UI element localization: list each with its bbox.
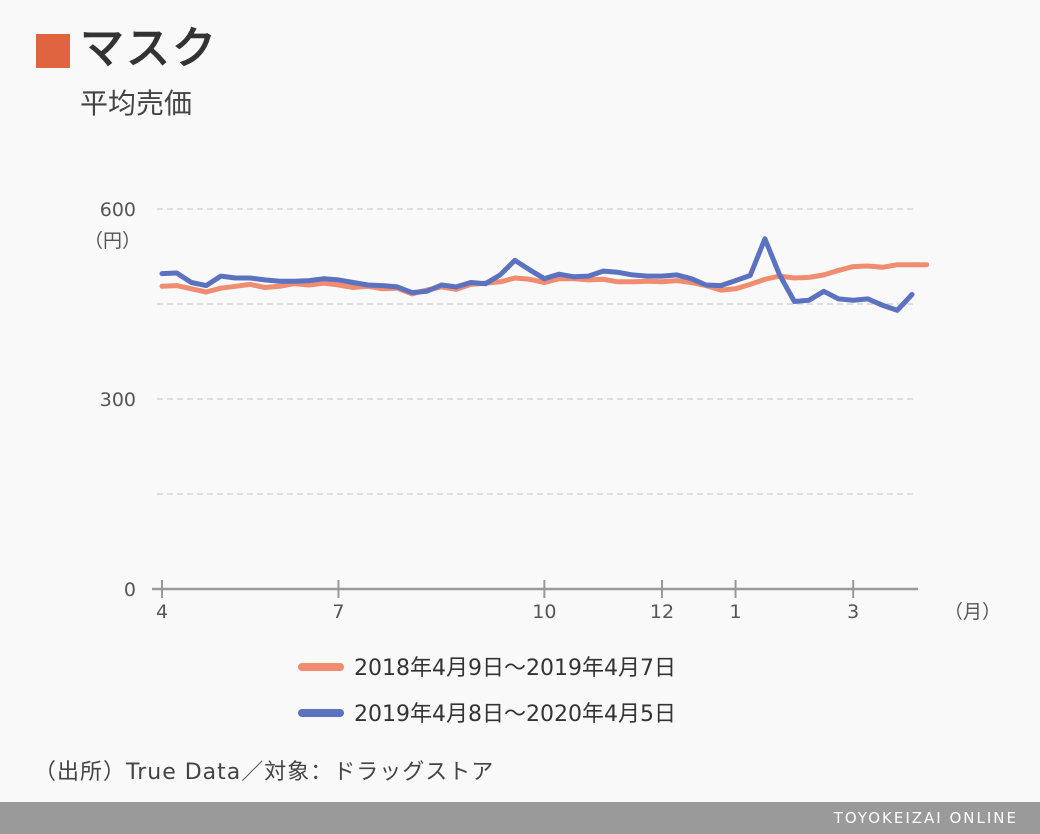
footer-brand: TOYOKEIZAI ONLINE bbox=[833, 809, 1018, 827]
x-axis-unit: （月） bbox=[944, 601, 1001, 623]
y-tick-label: 0 bbox=[124, 579, 136, 601]
footer-bar: TOYOKEIZAI ONLINE bbox=[0, 802, 1040, 834]
x-tick-label: 10 bbox=[532, 601, 556, 623]
chart-title: マスク bbox=[80, 23, 218, 74]
series-line-2 bbox=[159, 236, 915, 313]
x-tick-label: 3 bbox=[847, 601, 859, 623]
y-tick-label: 600 bbox=[100, 199, 136, 221]
y-tick-label: 300 bbox=[100, 389, 136, 411]
x-tick-label: 12 bbox=[650, 601, 674, 623]
source-note: （出所）True Data／対象：ドラッグストア bbox=[34, 760, 495, 785]
y-axis-unit: （円） bbox=[84, 230, 141, 252]
title-color-swatch bbox=[36, 34, 70, 68]
x-tick-label: 7 bbox=[332, 601, 344, 623]
x-tick-label: 4 bbox=[156, 601, 168, 623]
legend-label-1: 2018年4月9日～2019年4月7日 bbox=[354, 656, 676, 681]
x-tick-label: 1 bbox=[729, 601, 741, 623]
chart-subtitle: 平均売価 bbox=[80, 87, 193, 120]
legend-label-2: 2019年4月8日～2020年4月5日 bbox=[354, 702, 676, 727]
line-chart: 0 300 600 （円） 4 7 10 12 1 3 （月） 2018年4月9日～2019年4月7日… bbox=[84, 199, 1001, 727]
series-line-1 bbox=[159, 262, 930, 297]
